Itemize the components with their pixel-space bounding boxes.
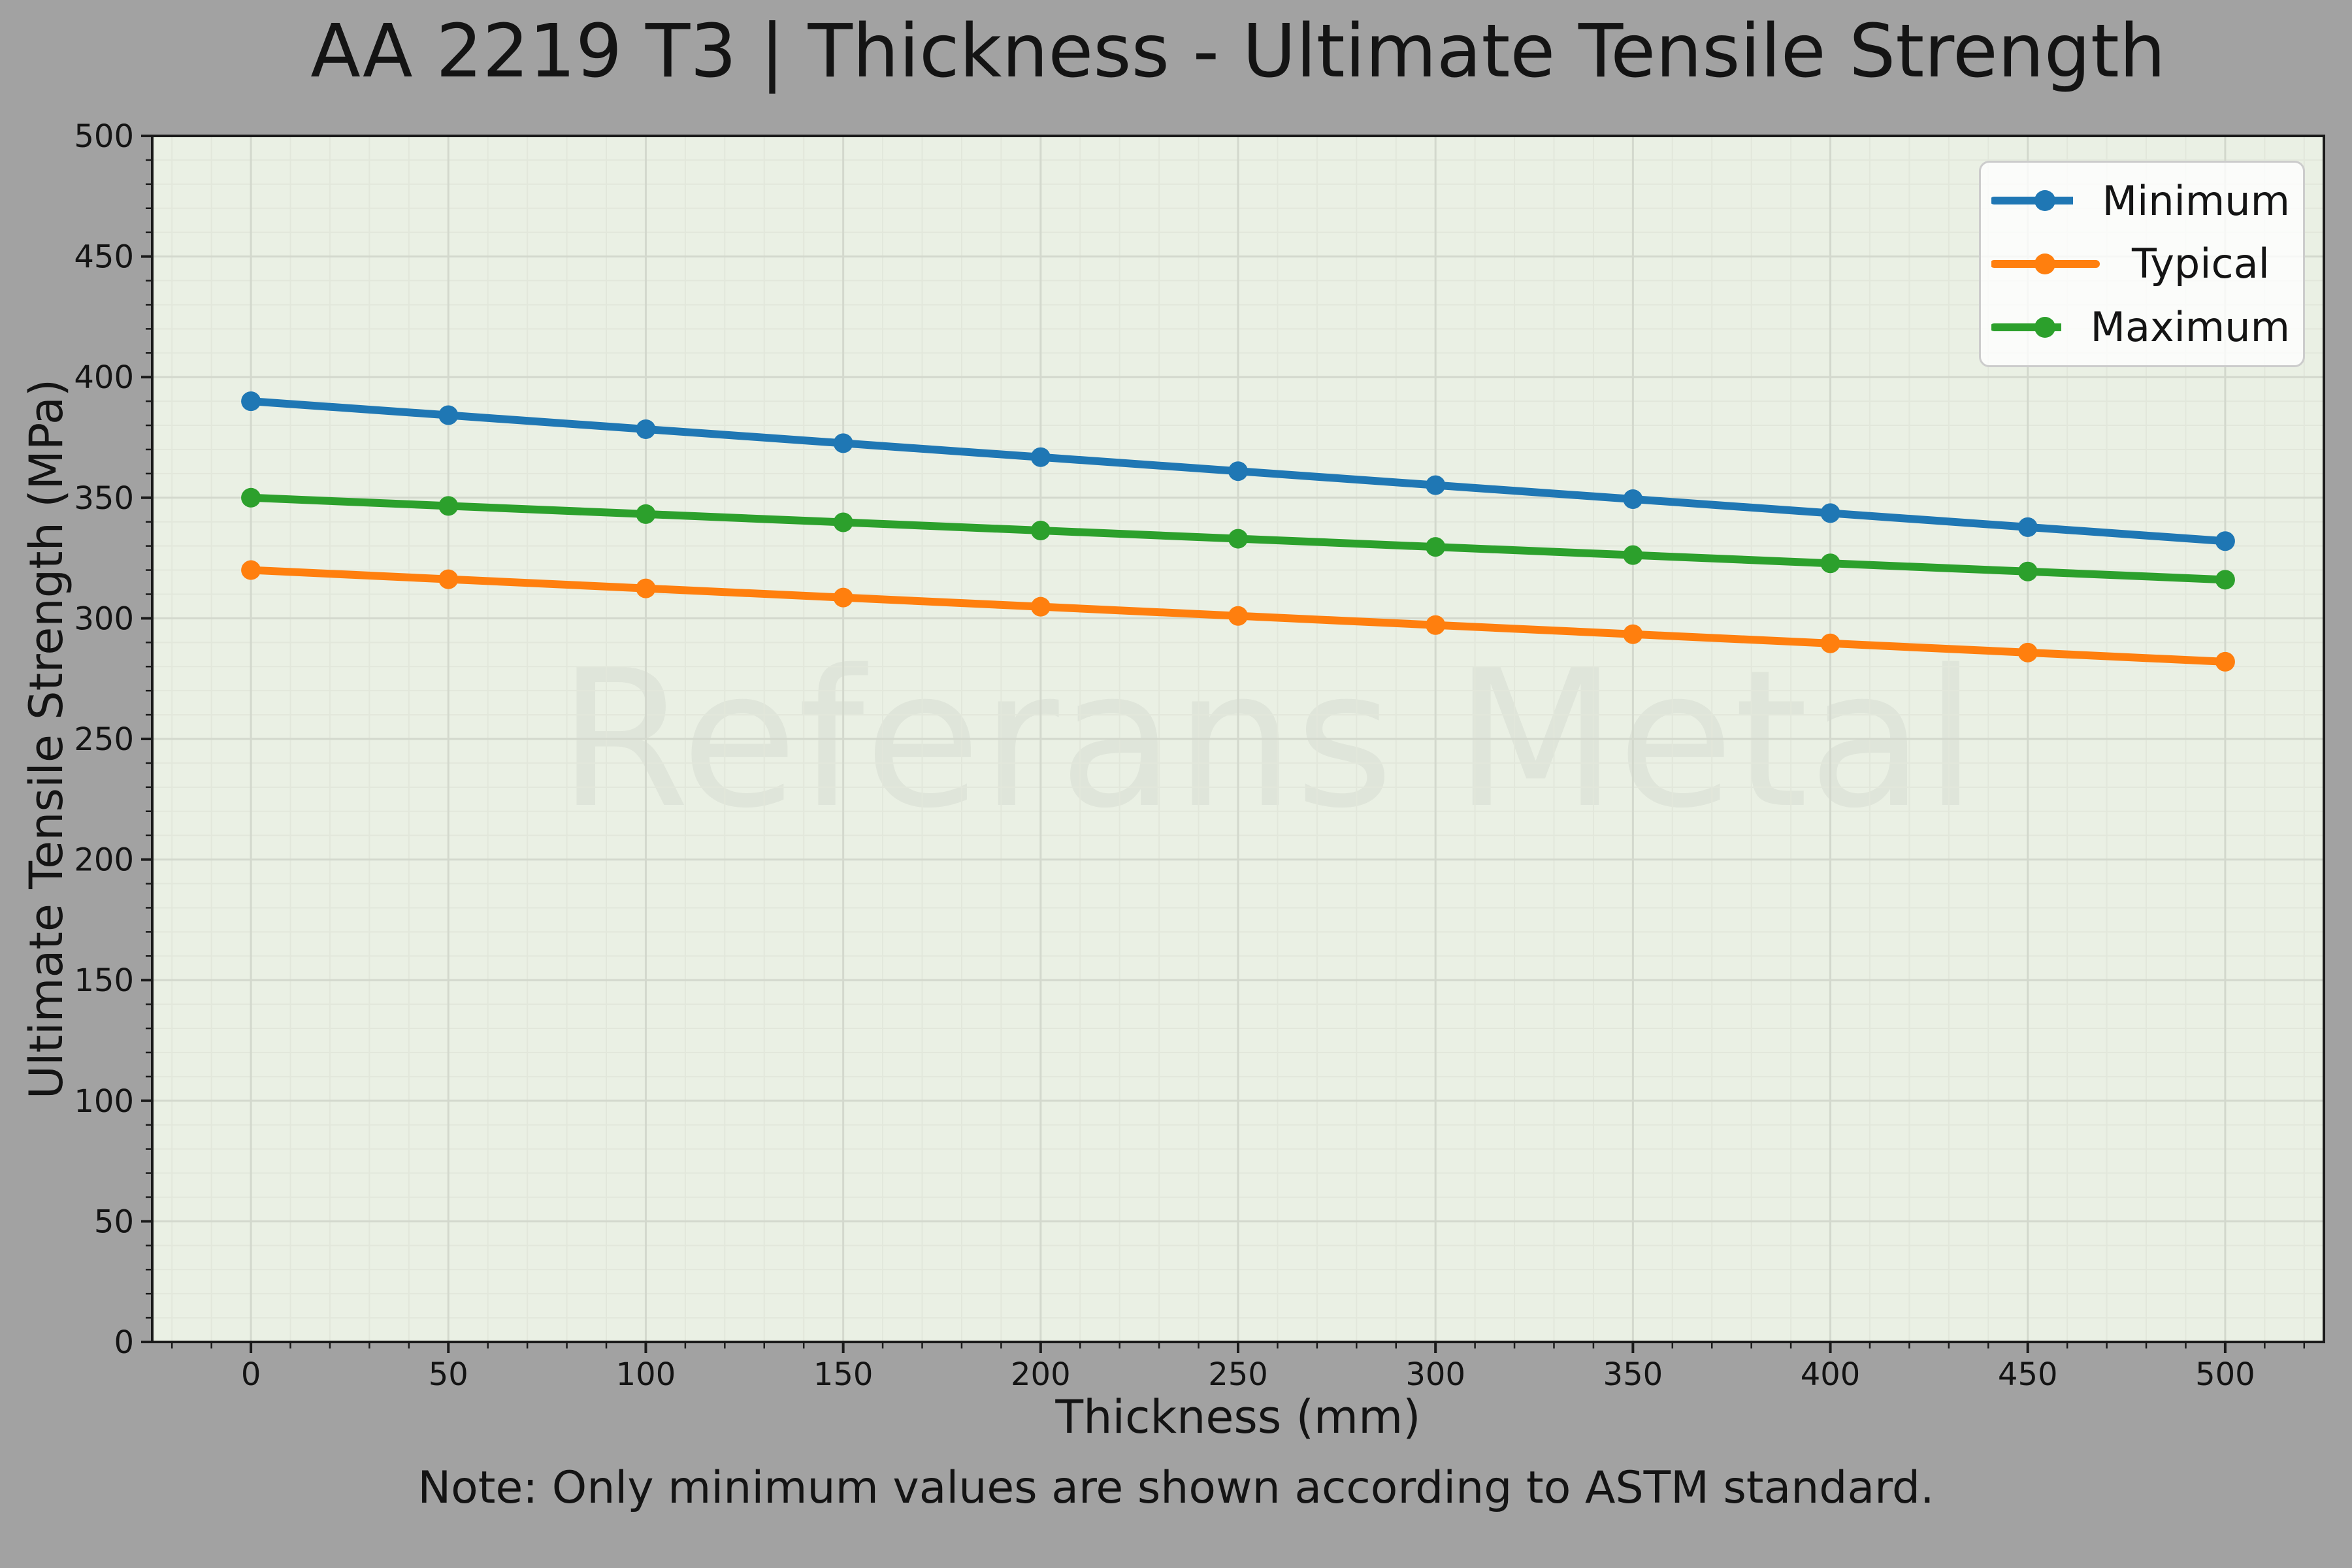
data-point-maximum [438,496,459,516]
data-point-typical [1623,624,1643,644]
y-tick-label: 400 [74,359,134,396]
data-point-typical [2215,651,2235,672]
data-point-minimum [636,419,656,439]
y-tick-label: 250 [74,721,134,758]
x-tick-label: 100 [616,1356,676,1393]
x-tick-label: 350 [1603,1356,1663,1393]
x-tick-label: 450 [1998,1356,2058,1393]
data-point-minimum [1623,489,1643,510]
y-tick-label: 300 [74,600,134,637]
data-point-maximum [2017,561,2038,581]
x-tick-label: 250 [1208,1356,1268,1393]
y-tick-label: 350 [74,480,134,517]
data-point-typical [1426,615,1446,635]
x-tick-label: 300 [1405,1356,1465,1393]
legend-marker [2034,190,2055,212]
data-point-maximum [241,487,261,508]
y-tick-label: 0 [114,1324,134,1361]
legend-label: Minimum [2102,176,2290,225]
data-point-typical [833,587,853,608]
legend-label: Typical [2132,240,2270,288]
data-point-minimum [241,391,261,412]
data-point-maximum [1228,529,1248,549]
legend-marker [2034,316,2055,338]
data-point-typical [1030,596,1051,617]
legend: Minimum Typical Maximum [1979,161,2305,367]
x-tick-label: 400 [1801,1356,1861,1393]
y-tick-label: 500 [74,118,134,155]
data-point-typical [438,569,459,589]
legend-swatch-icon [1991,190,2073,212]
y-tick-label: 450 [74,239,134,276]
data-point-maximum [636,504,656,524]
note-text: Note: Only minimum values are shown acco… [417,1462,1935,1514]
data-point-maximum [833,512,853,532]
y-tick-label: 100 [74,1083,134,1120]
legend-item-typical: Typical [1991,240,2290,287]
legend-marker [2034,253,2055,274]
x-tick-label: 500 [2195,1356,2255,1393]
data-point-minimum [2215,531,2235,551]
data-point-typical [1228,606,1248,626]
data-point-minimum [438,405,459,425]
x-axis-label: Thickness (mm) [1055,1390,1421,1444]
y-tick-label: 150 [74,962,134,999]
data-point-minimum [1030,447,1051,467]
axis-ticks [141,135,2306,1353]
data-point-minimum [1228,461,1248,482]
legend-label: Maximum [2090,303,2291,351]
data-point-minimum [833,433,853,453]
legend-swatch-icon [1991,316,2061,338]
data-point-maximum [1030,521,1051,541]
chart-title: AA 2219 T3 | Thickness - Ultimate Tensil… [310,9,2166,94]
x-tick-label: 0 [241,1356,261,1393]
data-point-typical [241,560,261,580]
legend-item-minimum: Minimum [1991,177,2290,225]
x-tick-label: 200 [1011,1356,1071,1393]
y-tick-label: 50 [94,1203,134,1240]
data-point-minimum [2017,517,2038,537]
data-point-typical [2017,642,2038,662]
y-tick-labels: 0 50 100 150 200 250 300 350 400 450 500 [74,118,134,1361]
legend-item-maximum: Maximum [1991,303,2290,351]
legend-swatch-icon [1991,253,2100,274]
data-point-maximum [1426,537,1446,557]
series-lines [241,391,2235,672]
x-tick-label: 50 [429,1356,468,1393]
data-point-maximum [1623,545,1643,565]
x-tick-label: 150 [813,1356,874,1393]
data-point-minimum [1820,503,1840,523]
data-point-typical [1820,633,1840,653]
data-point-maximum [1820,553,1840,574]
data-point-minimum [1426,475,1446,495]
data-point-maximum [2215,570,2235,590]
y-tick-label: 200 [74,842,134,879]
x-tick-labels: 0 50 100 150 200 250 300 350 400 450 500 [241,1356,2255,1393]
axes-spine [151,135,2325,1343]
data-point-typical [636,578,656,598]
